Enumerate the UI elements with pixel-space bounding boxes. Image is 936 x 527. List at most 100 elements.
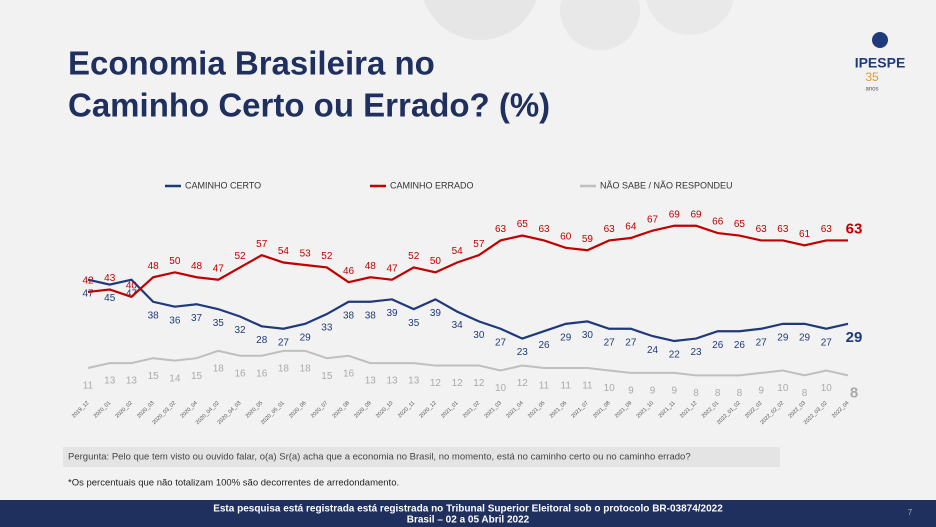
data-label: 11	[582, 381, 593, 392]
logo-unit: anos	[865, 87, 878, 93]
logo-name: IPESPE	[855, 55, 906, 71]
data-label: 15	[191, 371, 203, 382]
data-label: 26	[712, 340, 724, 351]
data-label: 16	[234, 368, 246, 379]
data-label: 65	[734, 219, 746, 230]
data-label: 26	[538, 340, 550, 351]
data-label: 42	[82, 276, 94, 287]
data-label: 63	[846, 220, 863, 237]
series-line	[87, 278, 849, 343]
footnote: *Os percentuais que não totalizam 100% s…	[68, 478, 399, 489]
data-label: 16	[343, 368, 355, 379]
data-label: 47	[126, 288, 138, 299]
data-label: 8	[850, 384, 858, 401]
data-label: 34	[452, 320, 464, 331]
data-label: 13	[104, 376, 116, 387]
data-label: 63	[756, 224, 768, 235]
data-label: 54	[278, 246, 290, 257]
data-label: 48	[365, 261, 377, 272]
legend-label: CAMINHO ERRADO	[390, 180, 474, 190]
footer-line: Brasil – 02 a 05 Abril 2022	[407, 515, 530, 526]
data-label: 27	[821, 337, 833, 348]
data-label: 22	[669, 350, 681, 361]
data-label: 37	[191, 313, 203, 324]
data-label: 52	[408, 251, 420, 262]
data-label: 52	[234, 251, 246, 262]
question-box	[63, 447, 780, 467]
legend-label: CAMINHO CERTO	[185, 180, 261, 190]
data-label: 9	[758, 386, 764, 397]
data-label: 27	[604, 337, 616, 348]
data-label: 53	[300, 249, 312, 260]
data-label: 9	[672, 386, 678, 397]
data-label: 8	[693, 388, 699, 399]
data-label: 18	[300, 363, 312, 374]
data-label: 29	[846, 329, 863, 346]
page-number: 7	[908, 508, 913, 517]
data-label: 39	[430, 308, 442, 319]
data-label: 10	[604, 383, 616, 394]
data-label: 9	[628, 386, 634, 397]
data-label: 57	[256, 239, 268, 250]
data-label: 63	[777, 224, 789, 235]
data-label: 12	[430, 378, 442, 389]
data-label: 36	[169, 315, 181, 326]
data-label: 59	[582, 234, 594, 245]
data-label: 54	[452, 246, 464, 257]
data-label: 43	[104, 273, 116, 284]
data-label: 26	[734, 340, 746, 351]
data-label: 8	[715, 388, 721, 399]
data-label: 63	[604, 224, 616, 235]
data-label: 47	[82, 288, 94, 299]
data-label: 45	[104, 293, 116, 304]
decoration	[423, 0, 537, 40]
data-label: 10	[821, 383, 833, 394]
data-label: 30	[582, 330, 594, 341]
data-label: 52	[321, 251, 333, 262]
data-label: 29	[300, 332, 312, 343]
data-label: 24	[647, 345, 659, 356]
data-label: 63	[538, 224, 550, 235]
data-label: 50	[430, 256, 442, 267]
data-label: 29	[799, 332, 811, 343]
series-line	[87, 349, 849, 377]
data-label: 48	[148, 261, 160, 272]
title-line: Economia Brasileira no	[68, 45, 435, 82]
data-label: 11	[561, 381, 572, 392]
data-label: 65	[517, 219, 529, 230]
data-label: 12	[452, 378, 464, 389]
data-label: 23	[690, 347, 702, 358]
data-label: 33	[321, 323, 333, 334]
data-label: 57	[473, 239, 485, 250]
data-label: 50	[169, 256, 181, 267]
data-label: 13	[386, 376, 398, 387]
data-label: 64	[625, 222, 637, 233]
data-label: 47	[386, 263, 398, 274]
data-label: 13	[365, 376, 377, 387]
data-label: 10	[777, 383, 789, 394]
data-label: 67	[647, 214, 659, 225]
data-label: 48	[191, 261, 203, 272]
decoration	[560, 0, 640, 50]
data-label: 8	[737, 388, 743, 399]
data-label: 23	[517, 347, 529, 358]
title-line: Caminho Certo ou Errado? (%)	[68, 87, 550, 124]
data-label: 27	[625, 337, 637, 348]
data-label: 27	[756, 337, 768, 348]
data-label: 35	[408, 318, 420, 329]
data-label: 61	[799, 229, 811, 240]
data-label: 18	[278, 363, 290, 374]
data-label: 30	[473, 330, 485, 341]
data-label: 63	[821, 224, 833, 235]
data-label: 69	[669, 209, 681, 220]
data-label: 15	[321, 371, 333, 382]
data-label: 12	[517, 378, 529, 389]
data-label: 69	[690, 209, 702, 220]
footer-line: Esta pesquisa está registrada está regis…	[213, 504, 723, 515]
data-label: 10	[495, 383, 507, 394]
data-label: 38	[148, 310, 160, 321]
data-label: 14	[169, 373, 181, 384]
decoration	[646, 0, 734, 35]
data-label: 11	[83, 381, 94, 392]
